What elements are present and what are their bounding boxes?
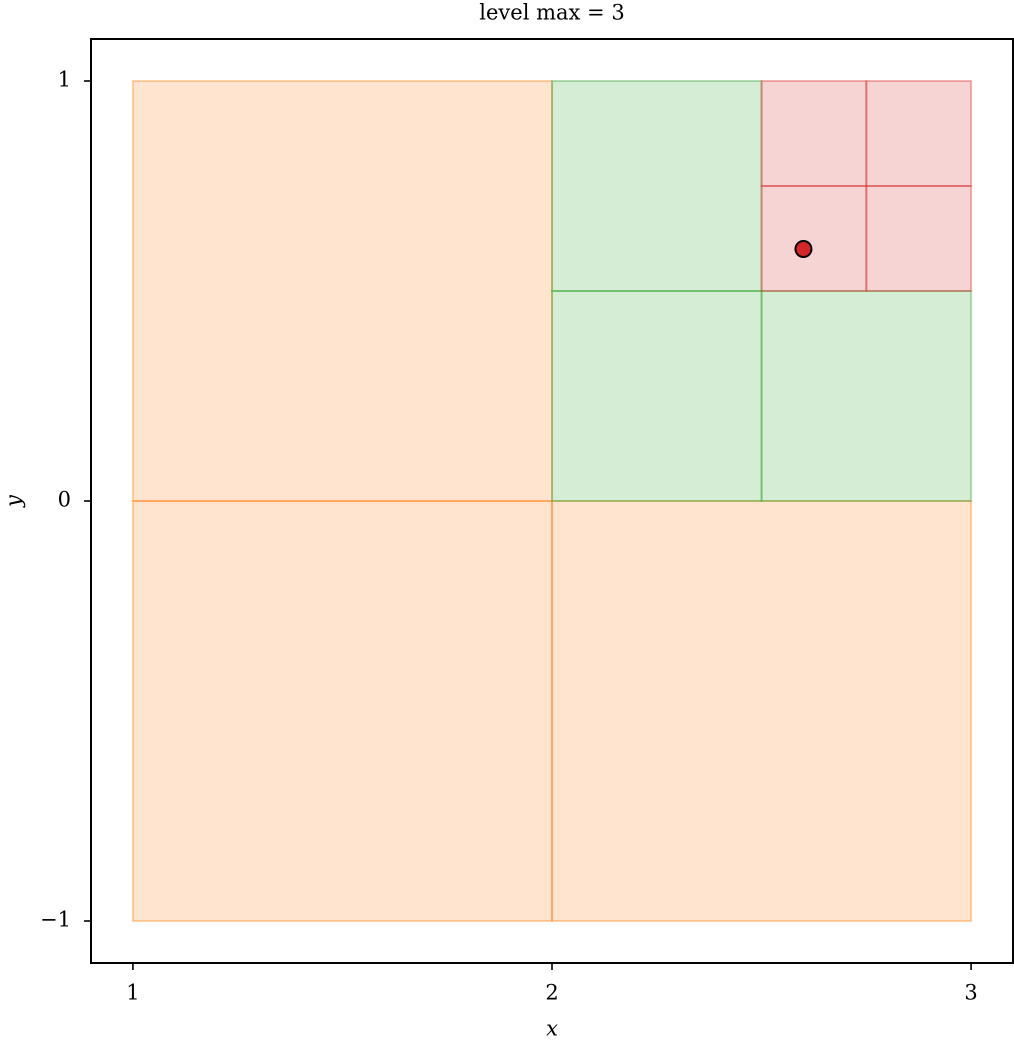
y-tick-label: 1 (58, 68, 71, 92)
y-tick-label: 0 (58, 488, 71, 512)
cell (865, 185, 973, 292)
cell (760, 290, 973, 502)
chart-title: level max = 3 (479, 1, 624, 25)
cell (865, 80, 973, 187)
cell (551, 290, 763, 502)
cell (131, 80, 553, 502)
y-axis-label: y (2, 494, 26, 508)
point (794, 240, 813, 258)
cell (760, 185, 868, 292)
cell (760, 80, 868, 187)
cell (551, 80, 763, 292)
x-tick-label: 3 (964, 981, 977, 1005)
cell (551, 500, 973, 922)
x-tick-label: 1 (126, 981, 139, 1005)
y-tick-label: −1 (40, 908, 71, 932)
x-tick-label: 2 (545, 981, 558, 1005)
x-axis-label: x (546, 1017, 558, 1041)
cell (131, 500, 553, 922)
